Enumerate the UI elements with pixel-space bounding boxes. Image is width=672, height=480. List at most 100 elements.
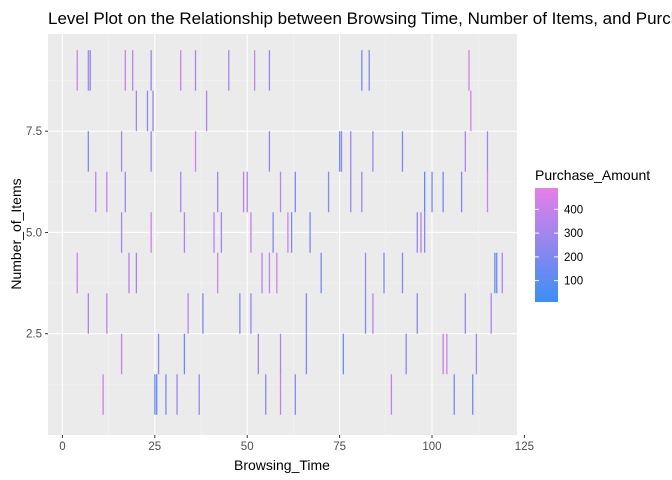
level-tile [268,131,271,172]
legend-tick-label: 400 [564,204,583,216]
level-tile [228,50,230,91]
level-tile [165,374,167,415]
level-tile [261,252,263,294]
legend-tick-label: 200 [564,252,583,264]
level-tile [217,252,219,294]
level-tile [327,171,330,213]
level-tile [180,171,182,213]
level-tile [250,293,252,334]
level-tile [390,374,393,415]
level-tile [372,293,374,334]
level-tile [350,171,352,213]
level-tile [150,131,152,172]
level-tile [156,374,158,415]
x-tick-label: 0 [59,441,65,453]
legend-tick-label: 300 [564,228,583,240]
level-tile [420,212,422,253]
level-tile [239,293,241,334]
level-tile [220,212,223,253]
level-tile [294,171,296,213]
legend-title: Purchase_Amount [535,167,650,183]
level-tile [106,293,108,334]
level-tile [372,131,374,172]
level-tile [424,171,426,213]
level-tile [183,212,186,253]
level-tile [276,252,278,294]
y-tick-label: 5.0 [26,227,42,239]
level-tile [150,212,152,253]
level-tile [475,333,478,375]
level-tile [486,131,489,172]
level-tile [89,50,91,91]
level-tile [486,171,489,213]
level-tile [272,212,274,253]
level-tile [320,252,322,294]
level-tile [87,131,89,172]
x-tick-label: 100 [422,441,441,453]
x-tick-label: 50 [241,441,254,453]
level-tile [253,50,256,91]
level-tile [290,212,293,253]
level-tile [361,50,363,91]
y-axis-title: Number_of_Items [8,178,24,289]
legend-tick-label: 100 [564,276,583,288]
y-axis-ticks: 2.5 5.0 7.5 [26,126,48,341]
level-tile [364,293,367,334]
level-tile [102,374,104,415]
y-tick-label: 2.5 [26,329,42,341]
level-tile [246,171,248,213]
level-tile [446,333,448,375]
level-tile [198,374,200,415]
level-tile [350,131,352,172]
y-tick-label: 7.5 [26,126,42,138]
level-tile [265,374,267,415]
level-tile [364,252,367,294]
level-tile [460,171,463,213]
level-tile [470,90,472,132]
level-tile [194,131,197,172]
level-tile [95,171,97,213]
level-tile [176,374,178,415]
level-tile [87,293,89,334]
level-tile [342,333,344,375]
level-tiles [76,50,503,415]
level-tile [106,171,108,213]
level-tile [217,171,219,213]
level-tile [268,50,271,91]
level-tile [194,50,197,91]
level-tile [368,50,370,91]
level-tile [152,90,154,132]
plot-panel [48,34,517,435]
level-tile [120,333,123,375]
x-axis-ticks: 0 25 50 75 100 125 [59,435,534,453]
level-tile [150,50,152,91]
level-tile [287,212,289,253]
level-tile [242,171,245,213]
level-tile [180,50,182,91]
level-tile [340,131,343,172]
level-tile [401,252,404,294]
legend: Purchase_Amount 100 200 300 400 [535,167,650,302]
level-tile [305,293,308,334]
level-tile [279,333,282,375]
level-tile [490,293,492,334]
level-tile [187,293,189,334]
level-tile [339,131,341,172]
level-tile [124,171,126,213]
x-tick-label: 75 [333,441,346,453]
level-tile [464,293,466,334]
level-tile [472,374,474,415]
level-tile [501,252,503,294]
level-tile [120,131,123,172]
level-tile [132,50,134,91]
level-tile [294,374,296,415]
level-tile [135,252,138,294]
x-tick-label: 25 [148,441,161,453]
level-tile [213,212,215,253]
level-tile [416,293,418,334]
level-tile [442,171,444,213]
grid-minor [48,34,517,435]
level-tile [309,212,311,253]
level-tile [154,374,156,415]
